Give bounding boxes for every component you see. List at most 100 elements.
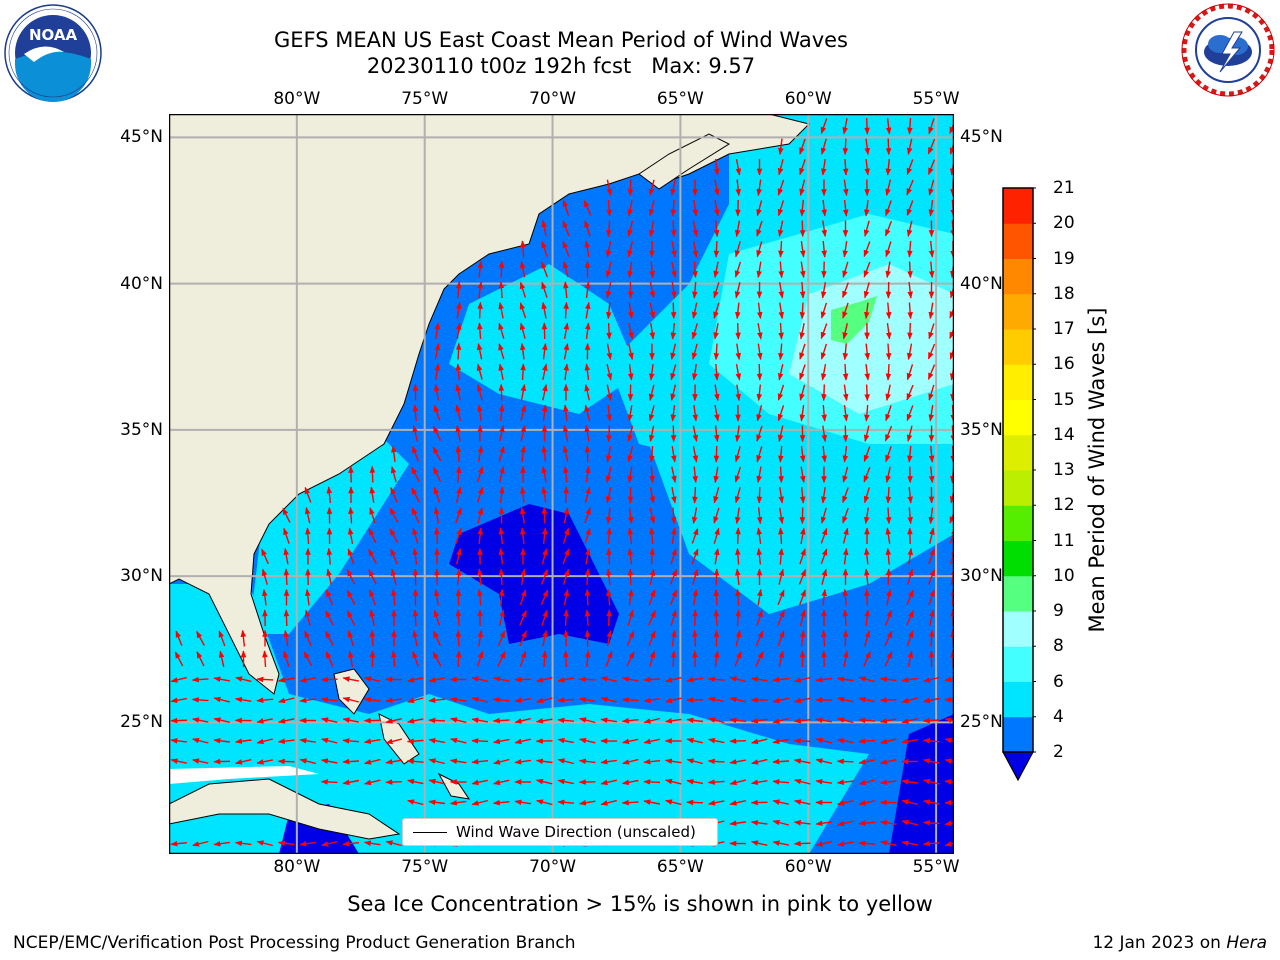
wave-vector [363,697,381,703]
wave-vector [880,738,897,745]
footer-date-text: 12 Jan 2023 on [1092,933,1227,953]
wave-vector [390,466,397,483]
wave-vector [541,527,548,545]
wave-vector [277,758,295,765]
wave-vector [778,138,784,156]
wave-vector [347,630,355,647]
wave-vector [643,799,661,805]
wave-vector [520,363,526,381]
wave-vector [842,118,848,135]
wave-vector [563,650,569,668]
wave-vector [820,363,827,381]
wind-wave-vectors [170,117,954,847]
wave-vector [713,323,719,340]
wave-vector [283,629,289,647]
wave-vector [691,363,698,381]
wave-vector [756,466,762,484]
wave-vector [836,676,854,683]
wave-vector [777,220,784,237]
colorbar-segment [1003,681,1033,718]
wave-vector [412,609,419,627]
wave-vector [455,281,462,299]
wave-vector [584,445,591,463]
wave-vector [455,507,462,524]
wave-vector [541,486,547,504]
wave-vector [191,697,209,703]
wave-vector [885,405,892,422]
wave-vector [627,261,634,279]
wave-vector [713,527,720,544]
wave-vector [493,779,510,786]
lon-label-top: 75°W [401,89,449,109]
wave-vector [907,445,913,463]
wave-vector [342,779,360,786]
wave-vector [649,466,655,484]
wave-vector [906,138,913,155]
wave-vector [196,651,205,667]
wave-vector [858,696,875,703]
wave-vector [240,629,247,647]
wave-vector [170,840,188,847]
land-cuba [169,778,401,840]
nws-logo [1181,3,1275,97]
wave-vector [665,799,682,806]
wave-vector [542,363,548,380]
wave-vector [261,568,268,585]
wave-vector [648,220,655,238]
wave-vector [535,718,553,724]
wave-vector [342,676,359,682]
wave-vector [606,568,612,586]
wave-vector [541,650,548,668]
wave-vector [884,425,893,442]
wave-vector [777,425,784,442]
wave-vector [643,738,660,745]
wave-vector [364,676,381,682]
wave-vector [734,220,741,238]
wave-vector [836,758,854,765]
wave-vector [906,405,914,422]
wave-vector [906,425,913,442]
wave-vector [584,507,591,524]
colorbar-tick-label: 10 [1053,565,1075,586]
wave-vector [196,630,205,646]
wave-vector [842,547,849,565]
wave-vector [751,840,768,846]
wave-vector [858,738,876,744]
wave-vector [476,486,484,503]
wave-vector [778,445,784,463]
wave-vector [928,118,935,135]
wave-vector [713,588,720,606]
wave-vector [385,840,402,847]
wave-vector [858,820,876,826]
wave-vector [648,179,655,196]
wave-vector [368,548,377,564]
wave-vector [542,630,548,647]
wave-vector [449,758,467,765]
wave-vector [455,404,462,421]
wave-vector [562,199,570,216]
wave-vector [434,363,441,381]
wave-vector [713,220,720,238]
wave-vector [584,281,591,298]
wave-vector [750,717,768,724]
wave-vector [498,527,505,545]
wave-vector [471,758,489,765]
field-under-2-southeast [889,714,954,854]
wave-vector [842,446,849,463]
wave-vector [692,199,699,217]
wave-vector [578,758,596,765]
wave-vector [283,527,290,544]
wave-vector [541,506,548,524]
wave-vector [778,466,784,484]
wave-vector [455,445,462,463]
wave-vector [734,507,741,525]
wave-vector [407,677,424,683]
wave-vector [541,220,547,237]
wave-vector [498,445,505,462]
wave-vector [476,343,483,360]
wave-vector [342,717,359,723]
wave-vector [777,589,785,606]
wave-vector [692,445,699,463]
wave-vector [391,650,397,668]
wave-vector [584,240,590,258]
